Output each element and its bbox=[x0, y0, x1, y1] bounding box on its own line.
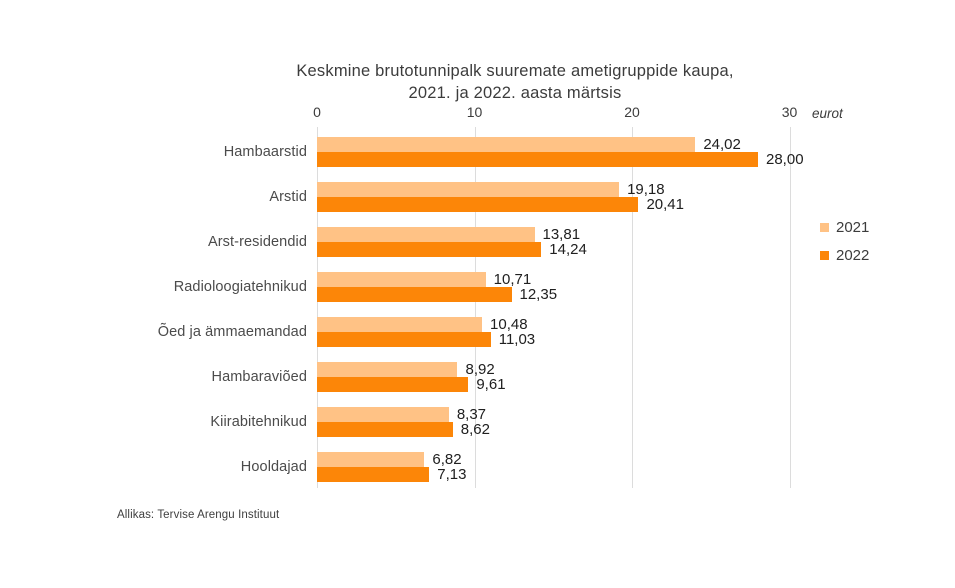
value-label-2021: 10,71 bbox=[493, 271, 532, 288]
legend: 2021 2022 bbox=[820, 219, 869, 275]
x-axis-tick: 10 bbox=[466, 104, 483, 120]
category-label: Hambaarstid bbox=[223, 144, 307, 160]
category-label: Kiirabitehnikud bbox=[210, 414, 307, 430]
bar-2022 bbox=[317, 377, 469, 392]
value-label-2022: 28,00 bbox=[766, 151, 804, 168]
category-label: Radioloogiatehnikud bbox=[173, 279, 307, 295]
bar-2021 bbox=[317, 317, 483, 332]
bar-2021 bbox=[317, 452, 425, 467]
bar-2021 bbox=[317, 182, 620, 197]
bar-2022 bbox=[317, 332, 491, 347]
bar-2022 bbox=[317, 242, 542, 257]
gridline bbox=[789, 127, 791, 488]
category-label: Arst-residendid bbox=[207, 234, 307, 250]
category-label: Õed ja ämmaemandad bbox=[157, 324, 307, 340]
legend-label-2022: 2022 bbox=[836, 247, 870, 264]
bar-2022 bbox=[317, 197, 639, 212]
legend-swatch-2021 bbox=[820, 223, 829, 232]
category-label: Arstid bbox=[269, 189, 307, 205]
legend-label-2021: 2021 bbox=[836, 219, 870, 236]
bar-2022 bbox=[317, 152, 758, 167]
gridline bbox=[317, 127, 318, 488]
chart-title: Keskmine brutotunnipalk suuremate ametig… bbox=[240, 60, 790, 104]
category-label: Hooldajad bbox=[240, 459, 307, 475]
gridline bbox=[474, 127, 476, 488]
bar-2022 bbox=[317, 422, 453, 437]
source-note: Allikas: Tervise Arengu Instituut bbox=[117, 509, 280, 521]
bar-2021 bbox=[317, 362, 458, 377]
bar-2021 bbox=[317, 272, 486, 287]
legend-swatch-2022 bbox=[820, 251, 829, 260]
x-axis-tick: 20 bbox=[624, 104, 640, 120]
value-label-2022: 14,24 bbox=[549, 241, 587, 258]
gridline bbox=[632, 127, 633, 488]
value-label-2021: 8,37 bbox=[456, 406, 487, 423]
value-label-2021: 8,92 bbox=[465, 361, 495, 378]
bar-2021 bbox=[317, 407, 449, 422]
value-label-2021: 10,48 bbox=[490, 316, 528, 333]
chart-title-line1: Keskmine brutotunnipalk suuremate ametig… bbox=[296, 62, 734, 80]
bar-2021 bbox=[317, 227, 535, 242]
value-label-2022: 20,41 bbox=[646, 196, 684, 213]
value-label-2021: 24,02 bbox=[703, 136, 741, 153]
x-axis-tick: 30 bbox=[781, 104, 798, 120]
bar-2022 bbox=[317, 287, 512, 302]
legend-item-2022: 2022 bbox=[820, 247, 869, 264]
value-label-2021: 19,18 bbox=[627, 181, 665, 198]
axis-unit-label: eurot bbox=[812, 106, 843, 121]
bar-2022 bbox=[317, 467, 430, 482]
chart-title-line2: 2021. ja 2022. aasta märtsis bbox=[408, 84, 622, 102]
value-label-2021: 13,81 bbox=[542, 226, 581, 243]
legend-item-2021: 2021 bbox=[820, 219, 869, 236]
value-label-2021: 6,82 bbox=[432, 451, 462, 468]
x-axis-tick: 0 bbox=[313, 104, 321, 120]
value-label-2022: 8,62 bbox=[460, 421, 490, 438]
bar-2021 bbox=[317, 137, 696, 152]
category-label: Hambaraviõed bbox=[211, 369, 307, 385]
value-label-2022: 7,13 bbox=[437, 466, 467, 483]
value-label-2022: 12,35 bbox=[519, 286, 558, 303]
value-label-2022: 11,03 bbox=[498, 331, 536, 348]
value-label-2022: 9,61 bbox=[476, 376, 506, 393]
